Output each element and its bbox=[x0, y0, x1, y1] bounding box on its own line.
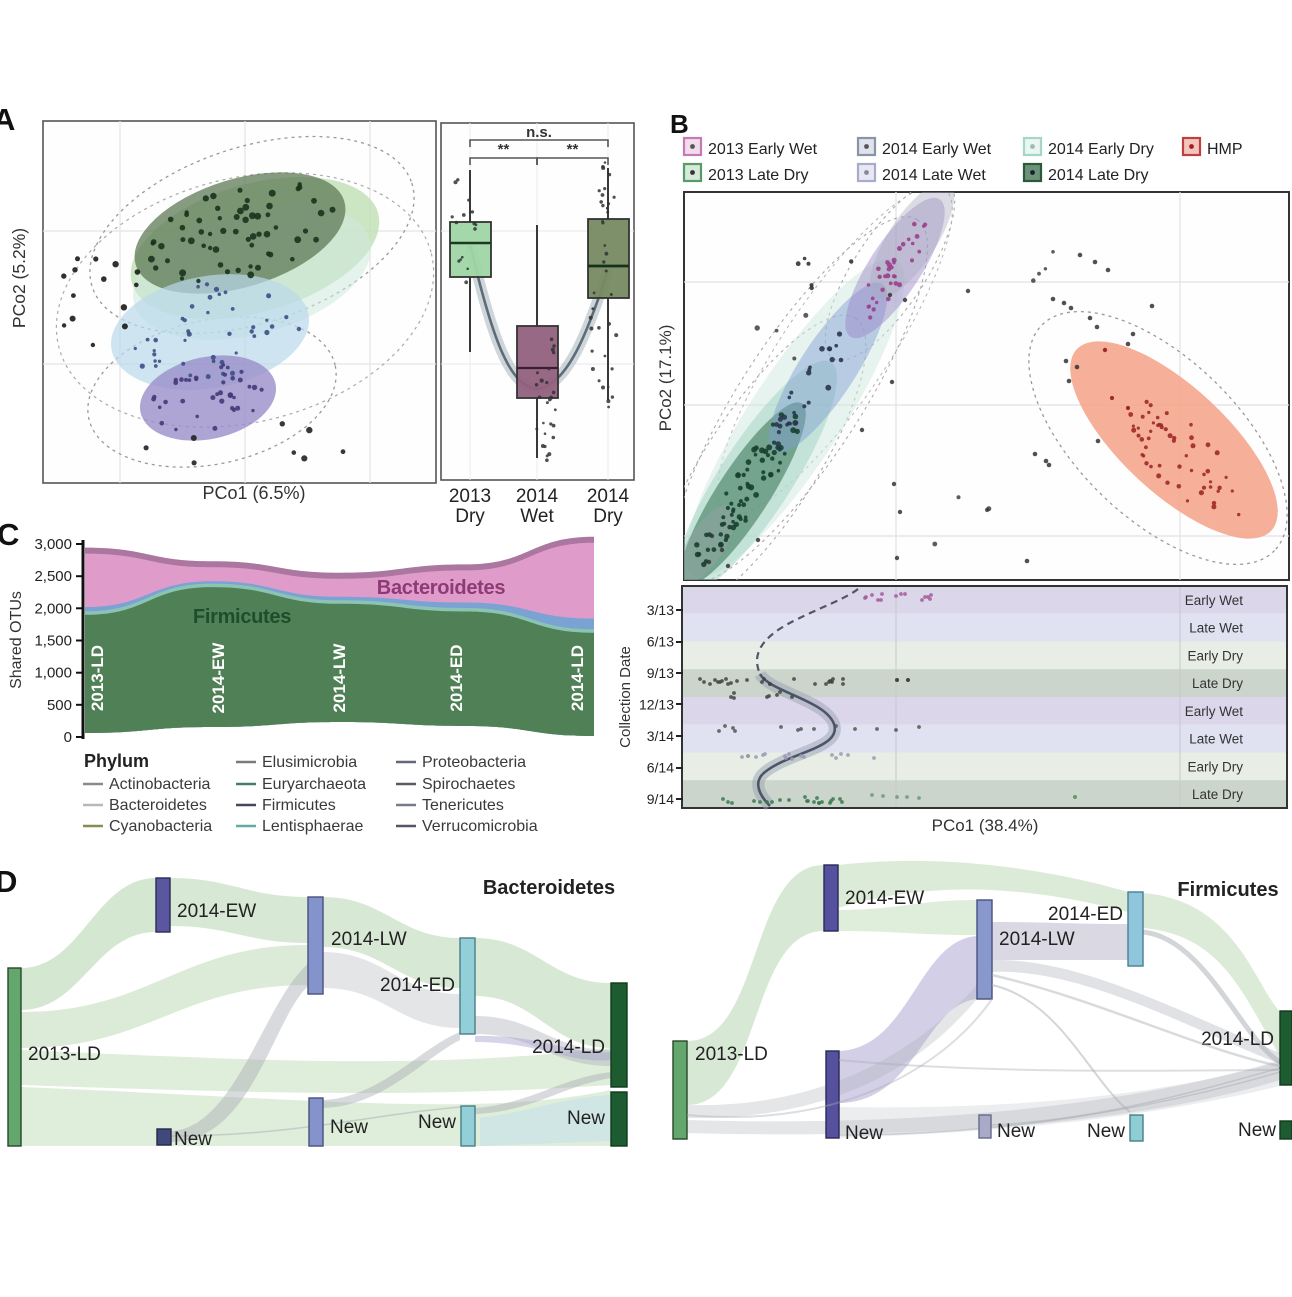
svg-text:2014-LW: 2014-LW bbox=[331, 929, 407, 950]
svg-text:2014 Late Wet: 2014 Late Wet bbox=[882, 167, 986, 184]
svg-text:3/13: 3/13 bbox=[647, 602, 674, 618]
svg-text:Spirochaetes: Spirochaetes bbox=[422, 776, 515, 793]
svg-text:New: New bbox=[1087, 1121, 1125, 1142]
svg-text:500: 500 bbox=[47, 697, 72, 714]
svg-text:**: ** bbox=[567, 141, 579, 158]
svg-text:Late Wet: Late Wet bbox=[1189, 732, 1243, 747]
svg-text:New: New bbox=[174, 1129, 212, 1150]
svg-text:2014-LD: 2014-LD bbox=[568, 645, 587, 711]
svg-text:12/13: 12/13 bbox=[639, 697, 674, 713]
svg-text:n.s.: n.s. bbox=[526, 124, 552, 141]
svg-text:D: D bbox=[0, 864, 17, 899]
svg-text:2014-LD: 2014-LD bbox=[532, 1037, 605, 1058]
svg-text:2,000: 2,000 bbox=[34, 600, 72, 617]
svg-text:PCo2 (17.1%): PCo2 (17.1%) bbox=[656, 325, 675, 432]
svg-text:2013-LD: 2013-LD bbox=[695, 1044, 768, 1065]
svg-text:2014: 2014 bbox=[516, 486, 559, 507]
svg-text:Late Dry: Late Dry bbox=[1192, 787, 1243, 802]
svg-text:Wet: Wet bbox=[520, 506, 554, 527]
svg-text:1,000: 1,000 bbox=[34, 665, 72, 682]
svg-text:2014-EW: 2014-EW bbox=[209, 642, 228, 714]
svg-text:6/14: 6/14 bbox=[647, 760, 674, 776]
svg-text:Tenericutes: Tenericutes bbox=[422, 797, 504, 814]
svg-text:2014-ED: 2014-ED bbox=[447, 644, 466, 711]
svg-text:Elusimicrobia: Elusimicrobia bbox=[262, 754, 357, 771]
svg-text:9/14: 9/14 bbox=[647, 791, 674, 807]
svg-text:9/13: 9/13 bbox=[647, 665, 674, 681]
svg-text:2014 Early Wet: 2014 Early Wet bbox=[882, 141, 992, 158]
svg-text:Lentisphaerae: Lentisphaerae bbox=[262, 818, 364, 835]
svg-text:2014-LD: 2014-LD bbox=[1201, 1029, 1274, 1050]
svg-text:Early Dry: Early Dry bbox=[1187, 759, 1243, 774]
svg-text:2014-EW: 2014-EW bbox=[177, 901, 256, 922]
svg-text:Dry: Dry bbox=[455, 506, 485, 527]
svg-text:0: 0 bbox=[64, 729, 72, 746]
svg-text:A: A bbox=[0, 102, 15, 137]
svg-text:**: ** bbox=[498, 141, 510, 158]
svg-text:New: New bbox=[997, 1121, 1035, 1142]
svg-text:New: New bbox=[418, 1112, 456, 1133]
svg-text:2014: 2014 bbox=[587, 486, 630, 507]
svg-text:PCo2 (5.2%): PCo2 (5.2%) bbox=[9, 228, 29, 328]
svg-text:Collection Date: Collection Date bbox=[617, 646, 634, 748]
svg-text:2013-LD: 2013-LD bbox=[88, 645, 107, 711]
svg-text:Bacteroidetes: Bacteroidetes bbox=[377, 577, 506, 599]
svg-text:Shared OTUs: Shared OTUs bbox=[8, 591, 25, 689]
svg-text:2014-ED: 2014-ED bbox=[380, 975, 455, 996]
svg-text:2013 Early Wet: 2013 Early Wet bbox=[708, 141, 818, 158]
svg-text:2013 Late Dry: 2013 Late Dry bbox=[708, 167, 809, 184]
svg-text:New: New bbox=[330, 1117, 368, 1138]
svg-text:Early Dry: Early Dry bbox=[1187, 648, 1243, 663]
svg-text:3/14: 3/14 bbox=[647, 728, 674, 744]
svg-text:1,500: 1,500 bbox=[34, 633, 72, 650]
svg-text:6/13: 6/13 bbox=[647, 634, 674, 650]
svg-text:Dry: Dry bbox=[593, 506, 623, 527]
svg-text:Verrucomicrobia: Verrucomicrobia bbox=[422, 818, 538, 835]
svg-text:New: New bbox=[1238, 1120, 1276, 1141]
svg-text:Bacteroidetes: Bacteroidetes bbox=[109, 797, 207, 814]
svg-text:C: C bbox=[0, 517, 19, 552]
svg-text:Cyanobacteria: Cyanobacteria bbox=[109, 818, 212, 835]
svg-text:Euryarchaeota: Euryarchaeota bbox=[262, 776, 366, 793]
svg-text:2013-LD: 2013-LD bbox=[28, 1044, 101, 1065]
svg-text:2013: 2013 bbox=[449, 486, 491, 507]
svg-text:Actinobacteria: Actinobacteria bbox=[109, 776, 210, 793]
svg-text:B: B bbox=[670, 109, 689, 139]
svg-text:Firmicutes: Firmicutes bbox=[193, 606, 291, 628]
svg-text:HMP: HMP bbox=[1207, 141, 1243, 158]
svg-text:Early Wet: Early Wet bbox=[1185, 704, 1244, 719]
svg-text:New: New bbox=[567, 1108, 605, 1129]
svg-text:2014 Early Dry: 2014 Early Dry bbox=[1048, 141, 1154, 158]
svg-text:2014-LW: 2014-LW bbox=[999, 929, 1075, 950]
svg-text:Firmicutes: Firmicutes bbox=[262, 797, 336, 814]
svg-text:PCo1 (38.4%): PCo1 (38.4%) bbox=[932, 816, 1039, 835]
svg-text:Proteobacteria: Proteobacteria bbox=[422, 754, 526, 771]
svg-text:2,500: 2,500 bbox=[34, 568, 72, 585]
svg-text:Early Wet: Early Wet bbox=[1185, 593, 1244, 608]
svg-text:3,000: 3,000 bbox=[34, 536, 72, 553]
svg-text:PCo1 (6.5%): PCo1 (6.5%) bbox=[202, 483, 305, 503]
svg-text:Phylum: Phylum bbox=[84, 751, 149, 771]
svg-text:New: New bbox=[845, 1123, 883, 1144]
svg-text:Late Wet: Late Wet bbox=[1189, 621, 1243, 636]
svg-text:2014-EW: 2014-EW bbox=[845, 888, 924, 909]
svg-text:2014-ED: 2014-ED bbox=[1048, 904, 1123, 925]
svg-text:Bacteroidetes: Bacteroidetes bbox=[483, 877, 615, 899]
svg-text:Firmicutes: Firmicutes bbox=[1177, 879, 1278, 901]
svg-text:2014 Late Dry: 2014 Late Dry bbox=[1048, 167, 1149, 184]
svg-text:2014-LW: 2014-LW bbox=[330, 643, 349, 713]
svg-text:Late Dry: Late Dry bbox=[1192, 676, 1243, 691]
